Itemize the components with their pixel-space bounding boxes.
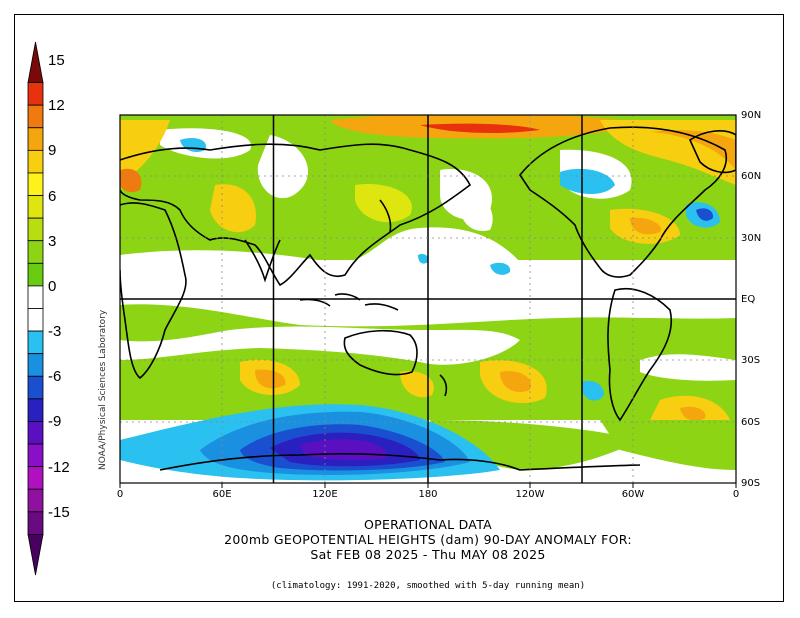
lat-label-60n: 60N [741, 171, 762, 182]
colorbar-tick-label: 15 [48, 52, 65, 69]
colorbar-tick-label: 3 [48, 232, 57, 250]
lon-label-0-east: 0 [732, 489, 740, 500]
colorbar-tick-label: -12 [48, 458, 70, 476]
lat-label-30s: 30S [741, 355, 761, 366]
title-line-2: 200mb GEOPOTENTIAL HEIGHTS (dam) 90-DAY … [224, 532, 632, 547]
lon-label-0: 0 [116, 489, 124, 500]
lat-label-eq: EQ [741, 294, 756, 305]
colorbar-tick-label: 9 [48, 142, 57, 160]
colorbar-tick-label: -6 [48, 368, 62, 386]
lat-label-90n: 90N [741, 110, 762, 121]
colorbar-tick-label: -3 [48, 323, 62, 341]
title-line-3: Sat FEB 08 2025 - Thu MAY 08 2025 [310, 547, 546, 562]
colorbar-tick-label: 12 [48, 97, 65, 115]
lat-label-90s: 90S [741, 478, 761, 489]
colorbar-tick-label: 6 [48, 187, 57, 205]
colorbar-swatch [27, 534, 44, 576]
lon-label-120e: 120E [312, 489, 338, 500]
lon-label-60e: 60E [212, 489, 232, 500]
climatology-note: (climatology: 1991-2020, smoothed with 5… [270, 581, 586, 591]
coastlines [120, 126, 736, 471]
colorbar-tick-label: -9 [48, 413, 62, 431]
colorbar-tick-label: 0 [48, 277, 57, 295]
minor-grid [120, 115, 736, 483]
lon-label-60w: 60W [621, 489, 645, 500]
title-line-1: OPERATIONAL DATA [363, 517, 493, 532]
lon-label-180: 180 [418, 489, 438, 500]
lat-label-30n: 30N [741, 233, 762, 244]
lat-label-60s: 60S [741, 417, 761, 428]
figure-frame [14, 14, 784, 602]
lon-label-120w: 120W [515, 489, 545, 500]
colorbar-tick-label: -15 [48, 503, 70, 521]
credit-label: NOAA/Physical Sciences Laboratory [98, 309, 108, 470]
